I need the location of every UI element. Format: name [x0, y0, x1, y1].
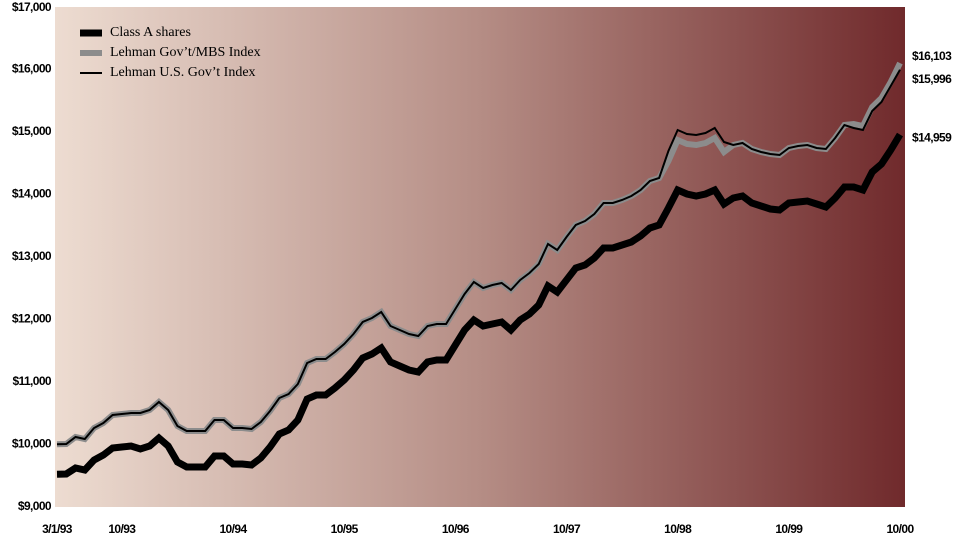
x-tick-label: 10/96 — [442, 522, 470, 536]
y-tick-label: $9,000 — [18, 499, 52, 513]
x-tick-label: 10/95 — [331, 522, 359, 536]
end-value-label: $15,996 — [912, 72, 952, 86]
x-tick-label: 10/97 — [553, 522, 581, 536]
plot-background — [55, 7, 905, 507]
legend-label: Lehman U.S. Gov’t Index — [110, 65, 256, 80]
y-tick-label: $12,000 — [12, 312, 52, 326]
y-tick-label: $16,000 — [12, 62, 52, 76]
x-tick-label: 10/94 — [219, 522, 247, 536]
y-tick-label: $10,000 — [12, 437, 52, 451]
end-value-label: $14,959 — [912, 131, 952, 145]
x-tick-label: 10/99 — [775, 522, 803, 536]
series-line — [56, 132, 904, 478]
end-value-label: $16,103 — [912, 49, 952, 63]
x-tick-label: 3/1/93 — [42, 522, 73, 536]
x-tick-label: 10/93 — [108, 522, 136, 536]
series-line — [56, 69, 901, 446]
y-tick-label: $11,000 — [12, 374, 51, 388]
y-tick-label: $17,000 — [12, 0, 52, 14]
x-tick-label: 10/00 — [886, 522, 914, 536]
y-tick-label: $13,000 — [12, 249, 52, 263]
legend-label: Lehman Gov’t/MBS Index — [110, 45, 261, 60]
y-tick-label: $14,000 — [12, 187, 52, 201]
legend-label: Class A shares — [110, 25, 191, 40]
x-tick-label: 10/98 — [664, 522, 692, 536]
y-tick-label: $15,000 — [12, 124, 52, 138]
